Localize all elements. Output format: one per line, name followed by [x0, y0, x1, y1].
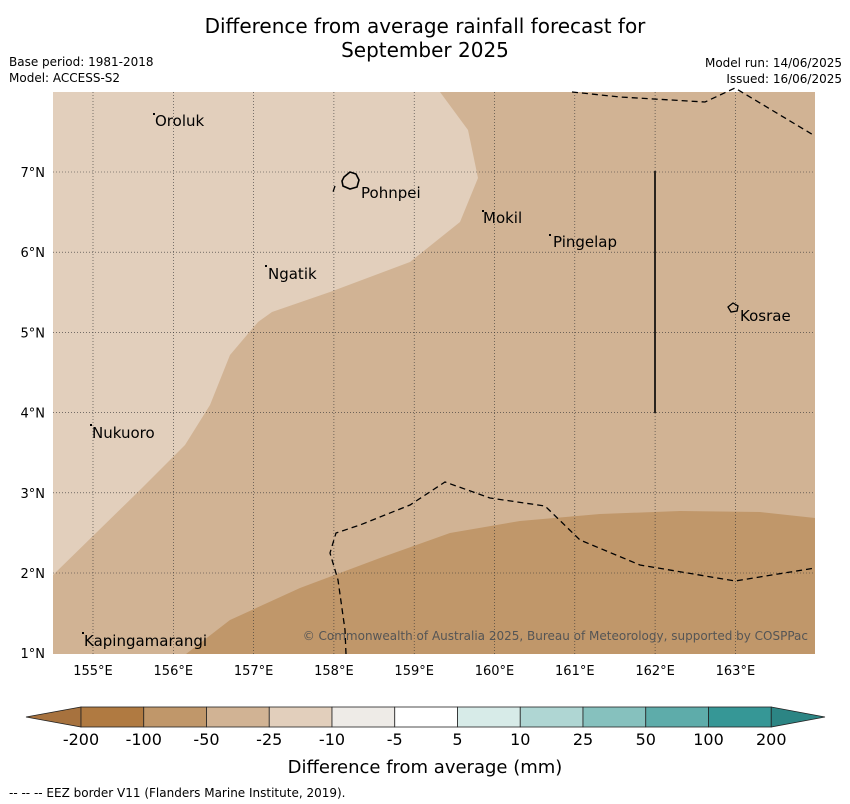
colorbar-extend-low: [25, 706, 82, 728]
lon-tick-label: 157°E: [234, 664, 274, 679]
oroluk-island-marker: [153, 113, 155, 115]
colorbar-segment: [457, 706, 521, 728]
colorbar-segment: [268, 706, 333, 728]
colorbar-tick-label: -25: [256, 730, 282, 749]
colorbar-tick-label: -5: [387, 730, 403, 749]
colorbar-tick-label: -100: [126, 730, 162, 749]
lat-tick-label: 5°N: [21, 326, 46, 341]
colorbar-segment: [331, 706, 396, 728]
colorbar-segment: [143, 706, 207, 728]
chart-title-line2: September 2025: [341, 38, 509, 62]
mokil-island-marker: [482, 210, 484, 212]
lat-tick-label: 7°N: [21, 166, 46, 181]
lon-tick-labels: 155°E 156°E 157°E 158°E 159°E 160°E 161°E 162°E…: [73, 664, 755, 679]
lon-tick-label: 160°E: [475, 664, 515, 679]
lat-tick-label: 2°N: [21, 567, 46, 582]
lon-tick-label: 159°E: [394, 664, 434, 679]
lat-tick-label: 3°N: [21, 487, 46, 502]
model-text: Model: ACCESS-S2: [9, 71, 121, 85]
eez-border-north: [571, 87, 816, 137]
colorbar-tick-labels: -200 -100 -50 -25 -10 -5 5 10 25 50 100 200: [63, 730, 787, 749]
colorbar-tick-label: -200: [63, 730, 99, 749]
colorbar-tick-label: 10: [510, 730, 530, 749]
ngatik-island-marker: [265, 265, 267, 267]
colorbar-segment: [519, 706, 584, 728]
place-label-kapingamarangi: Kapingamarangi: [84, 632, 207, 650]
colorbar-segment: [394, 706, 458, 728]
colorbar-segment: [708, 706, 772, 728]
colorbar-segment: [80, 706, 145, 728]
lon-tick-label: 163°E: [716, 664, 756, 679]
colorbar: [25, 706, 826, 728]
map-area: [53, 92, 815, 654]
region-minus25: [53, 92, 478, 575]
model-run-text: Model run: 14/06/2025: [704, 56, 842, 70]
colorbar-segment: [206, 706, 270, 728]
place-label-pingelap: Pingelap: [553, 233, 617, 251]
lat-tick-label: 1°N: [21, 647, 46, 662]
colorbar-extend-high: [770, 706, 826, 728]
base-period-text: Base period: 1981-2018: [9, 55, 154, 69]
pohnpei-island-outline: [341, 171, 360, 190]
eez-borders: [329, 87, 816, 655]
colorbar-segment: [582, 706, 647, 728]
colorbar-tick-label: 200: [756, 730, 787, 749]
lon-tick-label: 162°E: [635, 664, 675, 679]
issued-text: Issued: 16/06/2025: [726, 72, 842, 86]
island-dots: [82, 113, 551, 634]
eez-source-note: -- -- -- EEZ border V11 (Flanders Marine…: [9, 786, 346, 800]
colorbar-tick-label: 5: [452, 730, 462, 749]
lon-tick-label: 158°E: [314, 664, 354, 679]
eez-border-south: [329, 481, 816, 655]
place-label-ngatik: Ngatik: [268, 265, 317, 283]
nukuoro-island-marker: [90, 424, 92, 426]
colorbar-segment: [645, 706, 709, 728]
copyright-text: © Commonwealth of Australia 2025, Bureau…: [303, 629, 808, 643]
lat-tick-labels: 7°N 6°N 5°N 4°N 3°N 2°N 1°N: [21, 166, 46, 662]
lon-tick-label: 156°E: [154, 664, 194, 679]
place-label-mokil: Mokil: [483, 209, 522, 227]
colorbar-tick-label: -10: [319, 730, 345, 749]
kosrae-island-outline: [727, 302, 739, 313]
colorbar-label: Difference from average (mm): [288, 757, 563, 778]
lon-tick-label: 161°E: [555, 664, 595, 679]
eez-border-fragment: [332, 185, 336, 193]
place-label-nukuoro: Nukuoro: [92, 424, 155, 442]
pingelap-island-marker: [549, 234, 551, 236]
kapingamarangi-island-marker: [82, 632, 84, 634]
colorbar-tick-label: 50: [636, 730, 656, 749]
lat-tick-label: 6°N: [21, 246, 46, 261]
place-label-pohnpei: Pohnpei: [361, 184, 421, 202]
place-label-kosrae: Kosrae: [740, 307, 791, 325]
colorbar-tick-label: -50: [193, 730, 219, 749]
lon-tick-label: 155°E: [73, 664, 113, 679]
colorbar-tick-label: 25: [573, 730, 593, 749]
lat-tick-label: 4°N: [21, 407, 46, 422]
place-label-oroluk: Oroluk: [155, 112, 204, 130]
chart-title-line1: Difference from average rainfall forecas…: [204, 14, 646, 38]
colorbar-tick-label: 100: [693, 730, 724, 749]
